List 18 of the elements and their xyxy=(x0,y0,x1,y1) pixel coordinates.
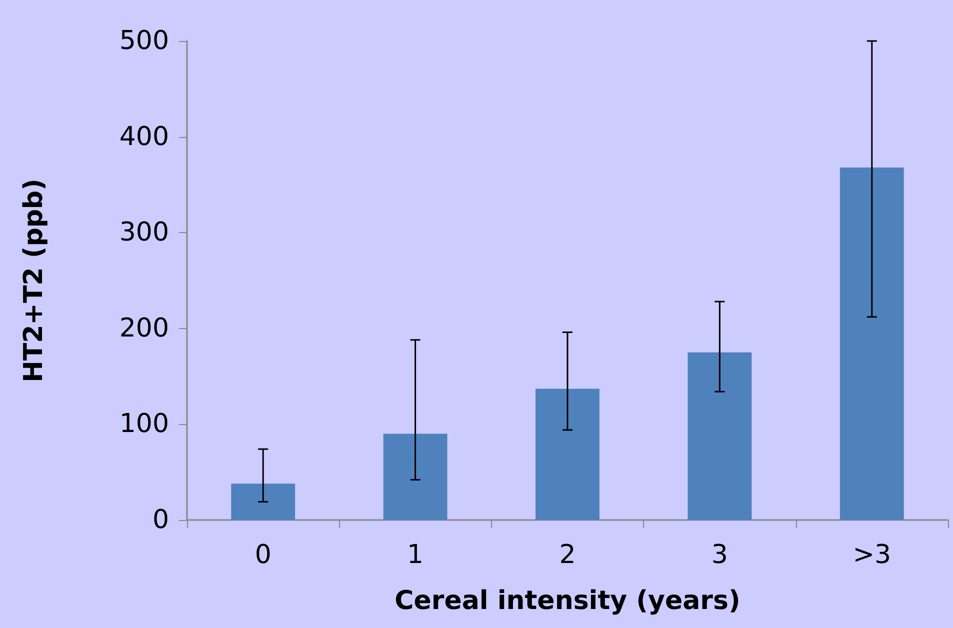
y-tick-label: 400 xyxy=(119,122,169,152)
y-axis-title: HT2+T2 (ppb) xyxy=(19,178,49,382)
y-tick-label: 500 xyxy=(119,26,169,56)
x-tick-label: 2 xyxy=(559,540,576,570)
x-axis-title: Cereal intensity (years) xyxy=(394,586,740,616)
y-tick-label: 300 xyxy=(119,218,169,248)
y-tick-label: 0 xyxy=(152,505,169,535)
x-tick-label: 0 xyxy=(254,540,272,570)
bar xyxy=(231,484,296,520)
x-tick-label: 1 xyxy=(407,540,424,570)
y-tick-label: 100 xyxy=(119,409,169,440)
bar xyxy=(536,388,600,520)
bar xyxy=(688,352,752,520)
bar xyxy=(840,167,904,520)
x-tick-label: >3 xyxy=(852,540,892,570)
x-tick-label: 3 xyxy=(711,540,728,570)
bar xyxy=(383,434,448,520)
y-tick-label: 200 xyxy=(119,313,169,344)
